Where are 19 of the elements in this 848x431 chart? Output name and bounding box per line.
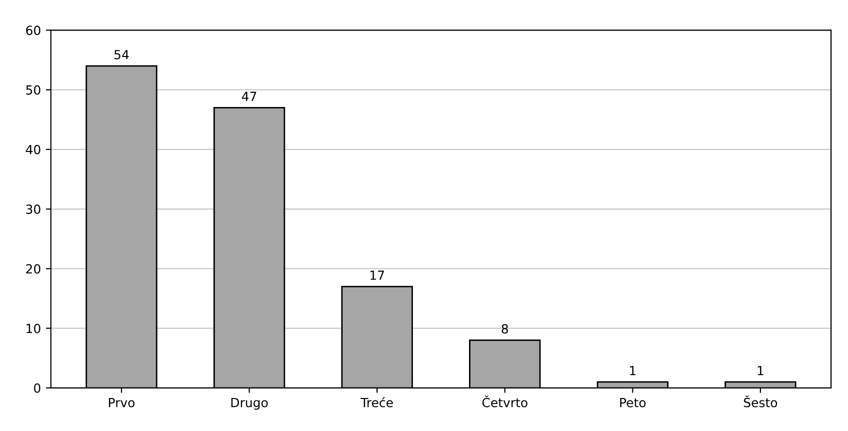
y-tick-label: 10 <box>26 324 40 334</box>
y-tick-label: 20 <box>26 264 40 274</box>
y-tick-label: 60 <box>26 26 40 36</box>
y-tick-label: 0 <box>34 383 40 393</box>
x-tick-label: Šesto <box>744 396 778 408</box>
x-tick-label: Prvo <box>108 398 135 408</box>
data-label: 17 <box>370 270 384 280</box>
data-label: 47 <box>242 92 256 101</box>
y-tick-label: 40 <box>26 144 40 154</box>
x-tick-label: Peto <box>620 398 646 408</box>
x-tick-label: Treće <box>360 397 393 408</box>
x-tick-label: Četvrto <box>482 396 528 408</box>
y-tick-label: 30 <box>26 204 40 214</box>
data-label: 1 <box>630 366 636 376</box>
data-label: 1 <box>758 366 764 376</box>
y-tick-label: 50 <box>26 85 40 95</box>
x-tick-label: Drugo <box>231 398 268 410</box>
data-label: 8 <box>502 324 508 334</box>
data-label: 54 <box>114 50 129 60</box>
